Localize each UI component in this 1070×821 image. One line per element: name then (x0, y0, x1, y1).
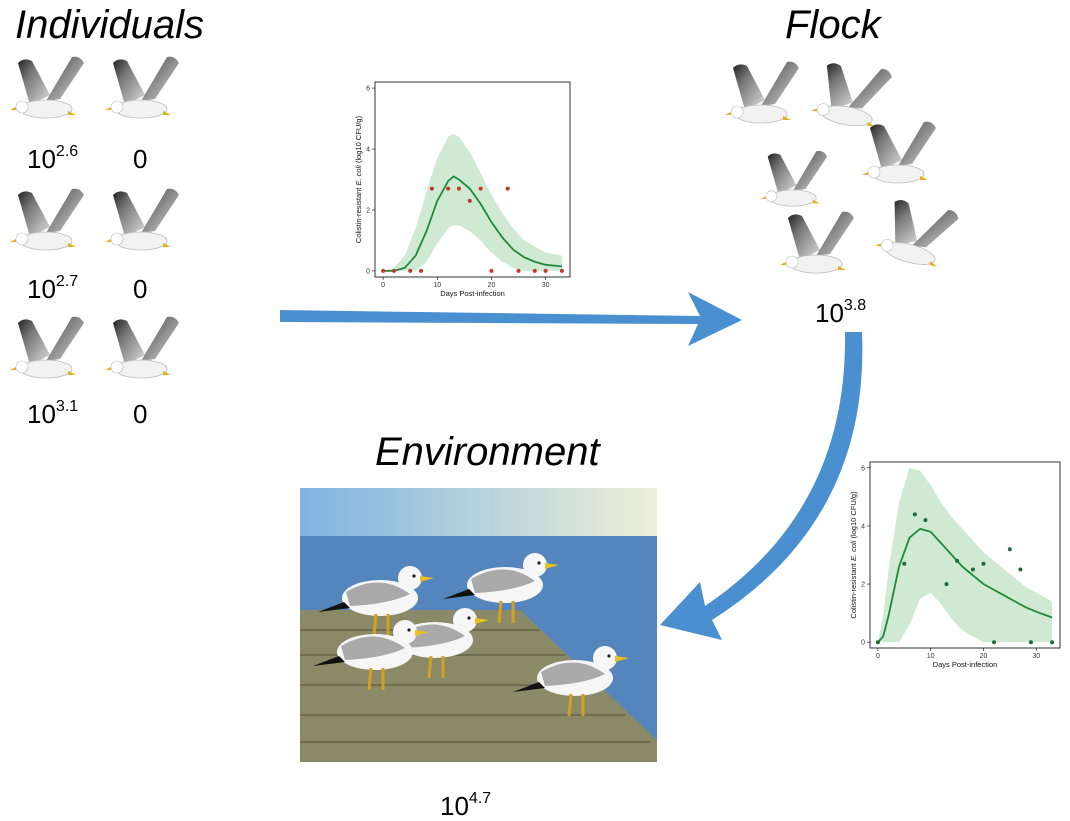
flock-gulls (724, 57, 961, 274)
label-base: 0 (133, 144, 147, 174)
data-point (981, 561, 986, 566)
individual-label: 102.6 (27, 143, 78, 174)
data-point (923, 518, 928, 523)
individuals-title: Individuals (15, 3, 204, 47)
data-point (912, 512, 917, 517)
data-point (875, 640, 880, 645)
y-axis-label-part: (log10 CFU/g) (849, 491, 858, 541)
y-tick-label: 6 (366, 86, 370, 93)
individual-gulls (9, 56, 180, 379)
x-tick-label: 10 (433, 282, 441, 289)
individual-label: 102.7 (27, 273, 78, 304)
y-tick-label: 2 (861, 582, 865, 589)
fit-curve (383, 175, 562, 272)
x-tick-label: 0 (876, 653, 880, 660)
data-point (456, 186, 461, 191)
environment-title: Environment (375, 430, 601, 474)
mini-chart: 0 2 4 6 0 10 20 30 Days Post-infection Colistin-r… (354, 86, 564, 298)
data-point (1018, 567, 1023, 572)
y-tick-label: 4 (861, 523, 865, 530)
flock-label: 103.8 (815, 297, 866, 328)
data-point (381, 268, 386, 273)
data-point (543, 268, 548, 273)
y-axis-label-part: (log10 CFU/g) (354, 115, 363, 165)
x-tick-label: 10 (927, 653, 935, 660)
data-point (955, 558, 960, 563)
label-base: 10 (440, 791, 469, 821)
x-tick-label: 0 (381, 282, 385, 289)
label-exponent: 3.8 (844, 297, 866, 314)
data-point (408, 268, 413, 273)
individual-label: 0 (133, 144, 147, 174)
y-axis-label-part: E. coli (849, 540, 858, 561)
data-point (992, 640, 997, 645)
y-axis-label: Colistin-resistant E. coli (log10 CFU/g) (354, 115, 363, 243)
data-point (1050, 640, 1055, 645)
flock-title: Flock (785, 3, 883, 47)
data-point (1028, 640, 1033, 645)
x-tick-label: 30 (1032, 653, 1040, 660)
x-axis-label: Days Post-infection (933, 660, 998, 669)
y-axis-label: Colistin-resistant E. coli (log10 CFU/g) (849, 491, 858, 619)
data-point (467, 198, 472, 203)
x-axis-label: Days Post-infection (440, 289, 505, 298)
x-tick-label: 30 (542, 282, 550, 289)
mini-chart: 0 2 4 6 0 10 20 30 Days Post-infection Colistin-r… (849, 465, 1055, 669)
x-tick-label: 20 (488, 282, 496, 289)
environment-scene (300, 488, 657, 762)
data-point (489, 268, 494, 273)
data-point (532, 268, 537, 273)
data-point (419, 268, 424, 273)
label-exponent: 2.7 (56, 273, 78, 290)
data-point (446, 186, 451, 191)
individual-label: 0 (133, 274, 147, 304)
y-axis-label-part: E. coli (354, 165, 363, 186)
arrows (280, 292, 863, 640)
y-tick-label: 0 (366, 268, 370, 275)
y-tick-label: 2 (366, 207, 370, 214)
y-tick-label: 6 (861, 465, 865, 472)
data-point (429, 186, 434, 191)
data-point (902, 561, 907, 566)
confidence-band (383, 133, 562, 271)
x-tick-label: 20 (980, 653, 988, 660)
label-exponent: 2.6 (56, 143, 78, 160)
data-point (478, 186, 483, 191)
y-tick-label: 4 (366, 147, 370, 154)
data-point (559, 268, 564, 273)
y-axis-label-part: Colistin-resistant (354, 186, 363, 244)
label-base: 10 (27, 399, 56, 429)
label-base: 0 (133, 274, 147, 304)
data-point (391, 268, 396, 273)
label-base: 10 (27, 274, 56, 304)
label-base: 10 (815, 298, 844, 328)
data-point (1007, 547, 1012, 552)
label-exponent: 4.7 (469, 790, 491, 807)
label-base: 10 (27, 144, 56, 174)
individual-label: 103.1 (27, 398, 78, 429)
y-axis-label-part: Colistin-resistant (849, 561, 858, 619)
data-point (970, 567, 975, 572)
y-tick-label: 0 (861, 640, 865, 647)
environment-label: 104.7 (440, 790, 491, 821)
individual-label: 0 (133, 399, 147, 429)
label-exponent: 3.1 (56, 398, 78, 415)
label-base: 0 (133, 399, 147, 429)
data-point (505, 186, 510, 191)
data-point (516, 268, 521, 273)
data-point (944, 582, 949, 587)
